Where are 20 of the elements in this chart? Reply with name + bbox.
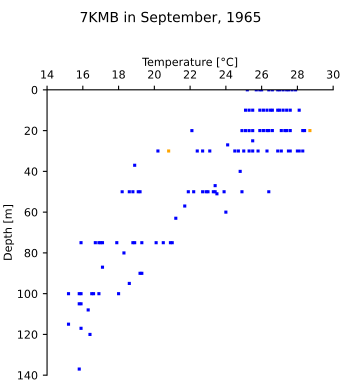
x-tick-label: 26	[255, 70, 268, 79]
x-tick-label: 22	[184, 70, 196, 79]
y-tick-label: 120	[18, 330, 38, 339]
y-tick-label: 0	[32, 86, 38, 94]
y-tick-label: 20	[24, 126, 38, 135]
x-tick-label: 28	[291, 70, 304, 79]
x-tick-label: 30	[326, 70, 340, 79]
y-tick-label: 140	[18, 371, 38, 380]
y-axis-title: Depth [m]	[3, 205, 14, 260]
x-tick-label: 24	[220, 70, 232, 79]
x-axis-title: Temperature [°C]	[142, 57, 238, 68]
y-tick-label: 80	[24, 248, 38, 258]
x-tick-label: 16	[76, 70, 90, 79]
x-tick-label: 14	[41, 70, 54, 79]
y-tick-label: 40	[24, 167, 38, 176]
x-tick-label: 20	[148, 70, 161, 79]
x-tick-label: 18	[112, 70, 125, 79]
y-tick-label: 100	[18, 290, 38, 298]
chart-title: 7KMB in September, 1965	[80, 12, 260, 25]
y-tick-label: 60	[24, 208, 38, 217]
